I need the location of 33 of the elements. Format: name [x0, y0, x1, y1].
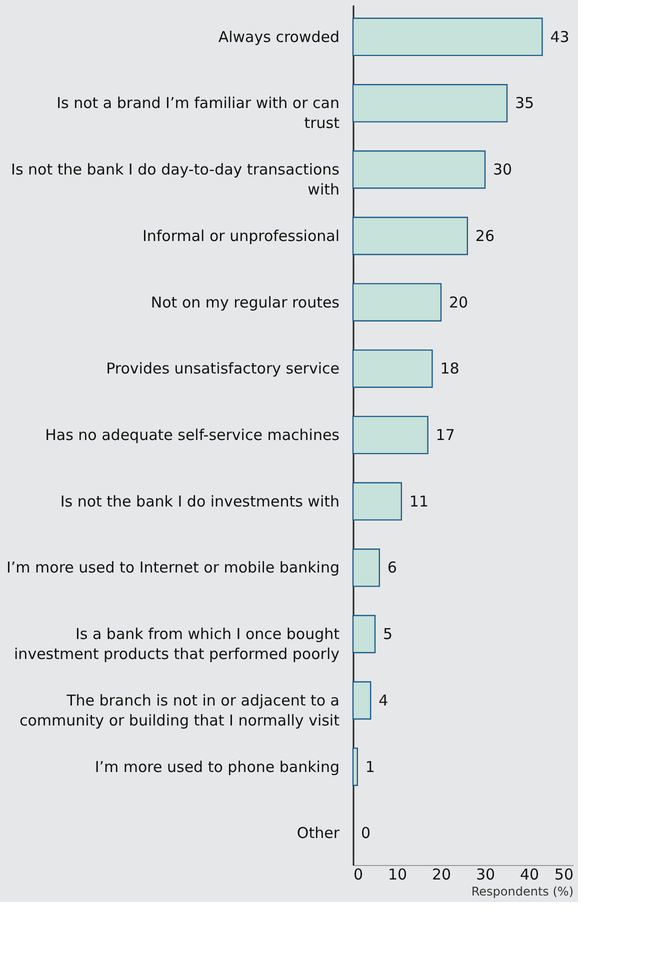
y-tick-label: Always crowded: [218, 28, 340, 46]
y-tick-label: Has no adequate self-service machines: [45, 426, 340, 444]
y-tick-label: Not on my regular routes: [150, 293, 340, 312]
x-tick-label: 0: [354, 866, 364, 884]
y-tick-label: Is a bank from which I once bought investment products that performed poorly: [14, 625, 340, 664]
y-tick-label: Other: [296, 824, 340, 842]
y-tick-label: Is not the bank I do investments with: [60, 492, 340, 510]
data-label: 18: [440, 360, 460, 378]
data-label: 4: [378, 691, 388, 710]
x-axis-title: Respondents (%): [471, 884, 574, 898]
x-tick-label: 50: [554, 866, 574, 884]
y-tick-label: Informal or unprofessional: [142, 226, 340, 245]
data-label: 0: [361, 824, 371, 842]
data-label: 11: [409, 492, 428, 510]
x-tick-label: 40: [520, 866, 540, 884]
y-tick-label: Provides unsatisfactory service: [106, 360, 340, 378]
x-tick-label: 10: [388, 866, 408, 884]
x-tick-label: 30: [476, 866, 496, 884]
data-label: 5: [383, 625, 393, 644]
data-label: 30: [493, 160, 512, 179]
x-tick-label: 20: [432, 866, 452, 884]
y-tick-label: I’m more used to Internet or mobile banking: [6, 558, 340, 577]
data-label: 17: [436, 426, 455, 444]
y-tick-label: The branch is not in or adjacent to a community or building that I normally visit: [19, 691, 340, 730]
y-tick-label: Is not a brand I’m familiar with or can trust: [56, 94, 340, 132]
data-label: 1: [365, 758, 375, 776]
y-tick-label: I’m more used to phone banking: [94, 758, 340, 776]
data-label: 35: [515, 94, 534, 112]
data-label: 26: [475, 226, 494, 245]
y-tick-label: Is not the bank I do day-to-day transactions with: [11, 160, 340, 199]
data-label: 20: [449, 293, 468, 312]
data-label: 43: [550, 28, 570, 46]
data-label: 6: [387, 558, 397, 577]
